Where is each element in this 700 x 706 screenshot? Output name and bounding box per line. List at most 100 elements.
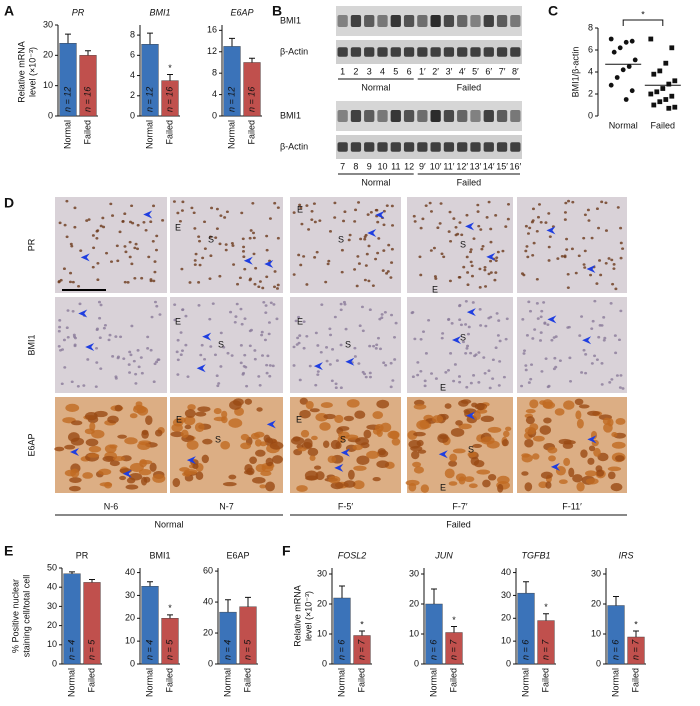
point (648, 91, 654, 97)
cell (324, 280, 328, 284)
cell (242, 245, 246, 249)
cell (536, 317, 540, 320)
cell (91, 234, 95, 237)
cell (268, 374, 272, 378)
cell (273, 285, 277, 289)
cell (575, 410, 582, 420)
cell (273, 201, 277, 205)
cell (239, 307, 243, 311)
cell (217, 382, 221, 385)
cell (273, 270, 277, 273)
blot-band (457, 110, 468, 122)
significance: * (544, 602, 548, 612)
cell (384, 363, 388, 367)
chart-title: FOSL2 (338, 550, 367, 560)
chart-title: E6AP (230, 7, 253, 17)
y-tick-label: 10 (591, 628, 601, 638)
cell (264, 311, 268, 314)
y-tick-label: 20 (203, 627, 213, 637)
cell (339, 302, 343, 306)
blot-band (457, 142, 468, 152)
cell (175, 350, 179, 354)
cell (316, 344, 320, 347)
cell (258, 280, 262, 283)
cell (547, 259, 551, 262)
cell (458, 423, 472, 430)
tissue-label: E (440, 482, 446, 492)
cell (108, 333, 112, 337)
cell (577, 254, 581, 258)
group-label: Normal (154, 519, 183, 529)
cell (85, 438, 99, 447)
cell (376, 460, 390, 469)
arrowhead (465, 411, 475, 420)
cell (394, 321, 398, 325)
cell (208, 317, 212, 321)
cell (526, 232, 530, 235)
cell (560, 254, 564, 258)
lane-label: 5 (393, 66, 398, 76)
cell (309, 408, 320, 413)
cell (326, 262, 330, 266)
cell (593, 447, 601, 457)
bar-label: n = 6 (520, 640, 530, 660)
cell (590, 362, 594, 365)
arrowhead (582, 336, 592, 345)
bar-label: n = 4 (222, 640, 232, 660)
cell (525, 245, 529, 248)
y-tick-label: 6 (130, 50, 135, 60)
cell (364, 264, 368, 267)
cell (539, 220, 543, 224)
bar-label: n = 12 (62, 87, 72, 112)
blot-band (470, 47, 481, 57)
cell (117, 434, 127, 439)
y-tick-label: 0 (588, 110, 593, 120)
lane-label: 2′ (432, 66, 439, 76)
chart-title: BMI1 (149, 7, 170, 17)
bar-label: n = 16 (82, 87, 92, 112)
cell (249, 456, 257, 464)
x-tick-label: Normal (428, 668, 438, 697)
cell (552, 367, 556, 371)
column-label: N-6 (104, 501, 119, 511)
cell (494, 214, 498, 217)
cell (102, 326, 106, 330)
cell (254, 266, 258, 270)
cell (91, 265, 95, 269)
cell (489, 227, 493, 231)
error-bar (633, 630, 639, 637)
tissue-label: E (440, 382, 446, 392)
cell (266, 354, 270, 358)
cell (478, 308, 482, 311)
cell (464, 323, 468, 326)
cell (319, 350, 323, 354)
arrowhead (186, 456, 196, 465)
cell (198, 263, 202, 267)
cell (458, 380, 462, 384)
cell (423, 379, 427, 383)
cell (489, 271, 493, 274)
blot-band (337, 142, 348, 152)
lane-label: 8 (353, 161, 358, 171)
cell (179, 331, 183, 334)
cell (374, 347, 378, 350)
cell (233, 320, 237, 324)
tissue-label: E (297, 204, 303, 214)
cell (612, 263, 616, 266)
cell (300, 429, 310, 438)
tissue-label: S (218, 339, 224, 349)
blot-band (443, 47, 455, 57)
cell (253, 349, 257, 352)
cell (339, 308, 343, 312)
y-tick-label: 10 (125, 636, 135, 646)
cell (584, 353, 588, 356)
cell (70, 244, 74, 248)
cell (125, 484, 139, 490)
cell (269, 441, 284, 450)
blot-band (417, 110, 428, 122)
blot-band (430, 142, 441, 152)
cell (353, 355, 357, 358)
column-label: F-11′ (562, 501, 582, 511)
cell (375, 343, 379, 347)
cell (184, 343, 188, 347)
